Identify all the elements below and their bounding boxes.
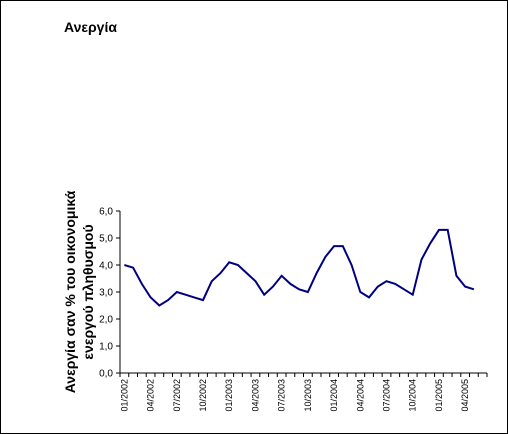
y-axis-label: Ανεργία σαν % του οικονομικά ενεργού πλη…	[62, 190, 96, 393]
y-tick-label: 2,0	[99, 315, 113, 326]
y-tick-label: 3,0	[99, 288, 113, 299]
x-tick-label: 01/2003	[224, 379, 234, 412]
data-line	[124, 228, 475, 307]
x-tick-label: 01/2002	[119, 379, 129, 412]
y-tick-label: 0,0	[99, 369, 113, 380]
x-tick-label: 10/2003	[303, 379, 313, 412]
x-tick-label: 07/2003	[277, 379, 287, 412]
x-tick-label: 10/2004	[408, 379, 418, 412]
y-tick-label: 1,0	[99, 342, 113, 353]
x-tick-label: 04/2002	[146, 379, 156, 412]
x-tick-label: 04/2004	[355, 379, 365, 412]
x-tick-label: 01/2005	[434, 379, 444, 412]
y-tick-label: 6,0	[99, 207, 113, 218]
x-tick-label: 01/2004	[329, 379, 339, 412]
x-tick-label: 07/2002	[172, 379, 182, 412]
y-tick-label: 5,0	[99, 234, 113, 245]
x-tick-label: 04/2003	[250, 379, 260, 412]
y-tick-label: 4,0	[99, 261, 113, 272]
x-tick-label: 07/2004	[382, 379, 392, 412]
chart-title: Ανεργία	[64, 19, 117, 35]
y-axis-label-line: Ανεργία σαν % του οικονομικά	[62, 190, 78, 393]
y-axis-label-line: ενεργού πληθυσμού	[80, 224, 96, 359]
x-tick-label: 10/2002	[198, 379, 208, 412]
x-tick-label: 04/2005	[460, 379, 470, 412]
